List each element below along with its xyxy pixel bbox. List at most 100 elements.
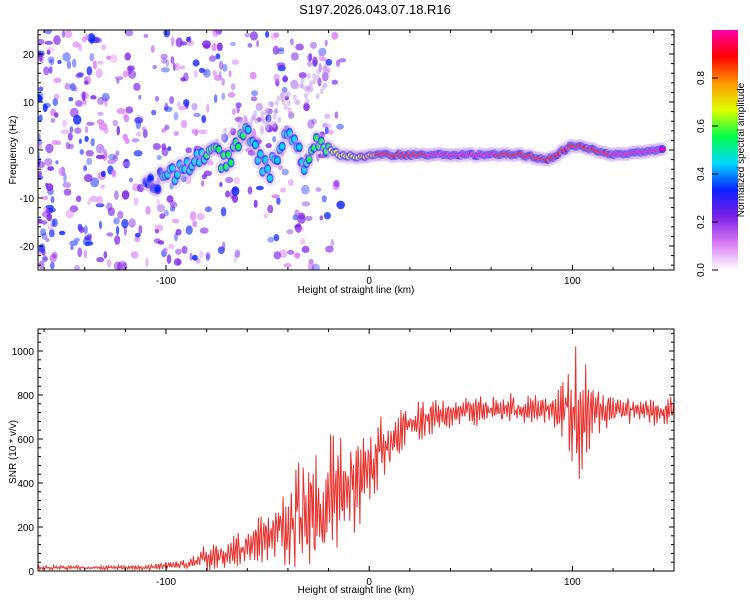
spectrum-blob	[38, 156, 42, 165]
spectrum-blob	[48, 207, 56, 213]
spectrum-blob	[175, 37, 183, 48]
spectrum-blob	[307, 119, 315, 129]
spectrum-blob	[223, 127, 227, 134]
spectrum-blob	[180, 77, 186, 82]
snr-series-line	[38, 346, 674, 571]
spectrum-blob	[116, 78, 120, 84]
spectrum-blob	[286, 229, 294, 235]
spectrum-blob	[169, 201, 178, 208]
spectrum-blob	[292, 214, 299, 221]
spectrum-blob	[222, 63, 228, 72]
spectrum-blob	[311, 263, 320, 270]
spectrum-blob	[324, 113, 331, 119]
spectrum-blob	[106, 232, 114, 237]
ridge-core	[255, 157, 261, 164]
spectrum-blob	[220, 206, 227, 217]
spectrum-blob	[172, 218, 180, 224]
spectrum-blob	[69, 109, 78, 115]
spectrum-blob	[128, 70, 137, 79]
spectrum-blob	[75, 195, 82, 203]
spectrum-blob	[156, 154, 162, 161]
spectrum-blob	[274, 100, 279, 107]
spectrum-blob	[273, 73, 280, 83]
ridge-core	[265, 165, 271, 172]
spectrum-blob	[244, 32, 251, 38]
spectrum-blob	[134, 232, 141, 238]
spectrum-blob	[109, 54, 118, 63]
spectrum-blob	[185, 147, 192, 154]
spectrum-blob	[44, 30, 52, 35]
spectrum-blob	[204, 206, 212, 213]
colorbar-label: Normalized spectral amplitude	[736, 82, 747, 217]
spectrum-blob	[123, 114, 130, 123]
spectrum-blob	[95, 154, 105, 160]
spectrum-blob	[308, 52, 313, 62]
spectrum-blob	[71, 58, 77, 68]
spectrum-blob	[338, 58, 347, 63]
spectrum-blob	[216, 42, 223, 52]
spectrum-blob	[271, 194, 280, 199]
spectrum-blob	[252, 114, 257, 121]
ridge-core	[218, 165, 224, 172]
spectrum-blob	[305, 98, 310, 105]
spectrum-blob	[211, 43, 217, 52]
spectrum-blob	[267, 236, 275, 243]
spectrum-blob	[96, 143, 105, 154]
spectrum-blob	[225, 176, 234, 184]
spectrum-blob	[323, 212, 331, 220]
spectrum-blob	[83, 165, 88, 172]
spectrum-blob	[272, 113, 277, 120]
spectrum-blob	[183, 99, 190, 107]
spectrum-blob	[230, 126, 234, 133]
spectrum-blob	[163, 210, 169, 217]
spectrum-blob	[61, 119, 68, 128]
ridge-core	[245, 126, 251, 133]
spectrum-blob	[133, 197, 139, 206]
spectrum-blob	[47, 56, 55, 63]
spectrum-blob	[303, 92, 308, 99]
spectrum-blob	[89, 37, 94, 45]
spectrum-blob	[100, 184, 105, 189]
spectrum-blob	[52, 98, 59, 107]
spectrum-blob	[138, 225, 143, 235]
spectrum-blob	[321, 195, 327, 203]
ridge-core	[301, 167, 307, 174]
spectrum-blob	[272, 136, 276, 143]
spectrum-blob	[292, 94, 297, 101]
ridge-core	[216, 146, 222, 153]
spectrum-blob	[264, 107, 269, 114]
spectrum-blob	[212, 30, 219, 37]
spectrum-blob	[84, 126, 89, 134]
spectrum-blob	[72, 41, 80, 48]
spectrum-blob	[281, 86, 288, 93]
ridge-core	[194, 150, 200, 157]
spectrum-blob	[97, 111, 104, 116]
ridge-core	[291, 136, 297, 143]
spectrum-blob	[326, 67, 331, 74]
spectrum-blob	[315, 93, 320, 100]
y-tick-label: 800	[17, 391, 34, 402]
spectrum-blob	[253, 199, 258, 208]
spectrum-blob	[166, 195, 174, 203]
spectrum-blob	[68, 97, 74, 102]
snr-frame	[37, 328, 675, 572]
spectrum-blob	[154, 95, 160, 102]
spectrum-blob	[273, 251, 282, 260]
spectrum-blob	[203, 44, 211, 49]
spectrum-blob	[276, 95, 281, 102]
spectrum-blob	[55, 140, 62, 145]
colorbar-tick-label: 0.0	[696, 263, 707, 277]
ridge-core	[192, 158, 197, 165]
spectrum-blob	[323, 63, 328, 70]
spectrum-blob	[111, 169, 117, 178]
spectrum-blob	[165, 59, 169, 67]
spectrum-blob	[173, 112, 179, 121]
ridge-core	[296, 144, 302, 151]
spectrum-blob	[70, 245, 74, 250]
spectrum-blob	[276, 62, 286, 68]
spectrum-blob	[69, 205, 79, 213]
spectrum-blob	[283, 263, 292, 268]
spectrum-blob	[73, 114, 82, 125]
spectrum-blob	[115, 150, 120, 156]
